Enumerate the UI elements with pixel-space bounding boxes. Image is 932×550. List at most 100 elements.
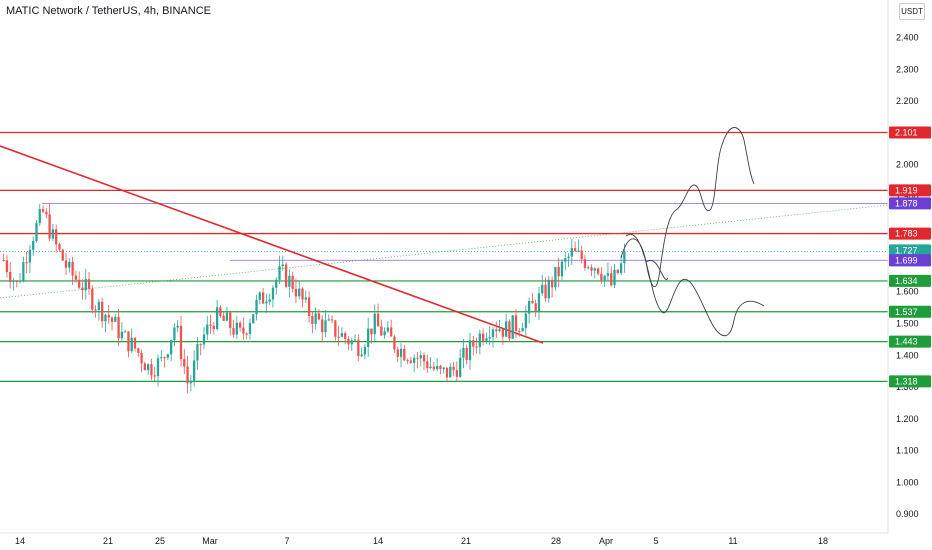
candle-body: [498, 329, 501, 332]
candle-body: [353, 339, 357, 341]
candle-body: [114, 317, 117, 322]
candle-body: [248, 323, 252, 334]
time-tick-label: 14: [15, 536, 25, 546]
price-tick-label: 1.400: [896, 350, 919, 360]
candle-body: [219, 307, 222, 316]
time-tick-label: 28: [551, 536, 561, 546]
candle-body: [373, 313, 376, 335]
candle-body: [518, 330, 521, 332]
candle-body: [550, 279, 554, 288]
candle-body: [18, 280, 22, 282]
candle-body: [413, 357, 416, 363]
projection-sketch: [620, 127, 765, 337]
candle-body: [527, 300, 531, 314]
candle-body: [317, 313, 321, 320]
candle-body: [360, 354, 363, 356]
candle-body: [337, 336, 340, 338]
candle-body: [153, 375, 156, 377]
candle-body: [541, 284, 544, 294]
candle-body: [357, 339, 360, 356]
time-tick-label: Mar: [202, 536, 218, 546]
candle-body: [150, 364, 153, 376]
candle-body: [462, 347, 465, 358]
candle-body: [32, 240, 35, 250]
price-tick-label: 1.600: [896, 287, 919, 297]
candle-body: [55, 229, 58, 245]
candle-body: [71, 261, 74, 276]
candle-body: [330, 319, 334, 321]
candle-body: [327, 319, 330, 321]
candle-body: [439, 365, 442, 370]
dotted-trend-line: [0, 204, 889, 299]
candle-body: [432, 366, 436, 370]
price-tag: [889, 305, 931, 318]
currency-button[interactable]: USDT: [899, 3, 925, 20]
price-tag-label: 2.101: [895, 128, 918, 138]
price-tag-label: 1.634: [895, 276, 918, 286]
candle-body: [160, 357, 163, 359]
candle-body: [140, 352, 143, 364]
time-tick-label: 21: [461, 536, 471, 546]
candle-body: [22, 262, 25, 281]
price-tag-label: 1.919: [895, 185, 918, 195]
candle-body: [28, 249, 32, 263]
time-tick-label: 7: [284, 536, 289, 546]
candle-body: [491, 329, 495, 338]
candle-body: [130, 337, 133, 352]
candle-body: [478, 333, 482, 348]
candle-body: [107, 314, 110, 318]
candle-body: [393, 336, 396, 350]
price-tick-label: 2.000: [896, 160, 919, 170]
candle-body: [252, 314, 255, 324]
candle-body: [419, 355, 422, 359]
price-tick-label: 0.900: [896, 509, 919, 519]
price-tag-label: 1.783: [895, 229, 918, 239]
price-tick-label: 1.000: [896, 477, 919, 487]
candle-body: [501, 329, 504, 337]
candle-body: [278, 266, 281, 280]
candle-body: [146, 364, 150, 371]
price-tick-label: 1.100: [896, 446, 919, 456]
candle-body: [311, 316, 314, 324]
time-tick-label: 14: [373, 536, 383, 546]
candle-body: [143, 363, 147, 371]
candle-body: [314, 313, 317, 324]
candle-body: [173, 327, 176, 340]
candle-body: [196, 344, 199, 361]
candle-body: [531, 300, 534, 304]
price-tag-label: 1.537: [895, 307, 918, 317]
candle-body: [166, 354, 170, 358]
candle-body: [64, 260, 68, 268]
candle-body: [58, 244, 61, 250]
candle-body: [81, 287, 84, 291]
candle-body: [616, 269, 619, 273]
candle-body: [206, 324, 209, 335]
price-tag: [889, 197, 931, 210]
candle-body: [593, 268, 596, 271]
candle-body: [521, 327, 524, 332]
candle-body: [347, 338, 350, 345]
candle-body: [547, 279, 550, 299]
candle-body: [104, 314, 107, 322]
candle-body: [534, 303, 537, 312]
candle-body: [583, 259, 587, 268]
candle-body: [485, 338, 488, 342]
price-tick-label: 1.200: [896, 414, 919, 424]
candle-body: [570, 248, 573, 257]
candle-body: [212, 325, 215, 330]
candle-body: [84, 279, 87, 291]
candle-body: [94, 309, 97, 311]
time-tick-label: 21: [103, 536, 113, 546]
candle-body: [186, 366, 189, 384]
candle-body: [488, 337, 491, 339]
price-tags: 2.1011.9191.8781.7831.72702:02:511.6991.…: [889, 126, 931, 388]
candle-body: [600, 273, 603, 281]
price-tag-label: 1.318: [895, 376, 918, 386]
candle-body: [567, 256, 570, 259]
candle-body: [304, 297, 307, 300]
candle-body: [429, 366, 432, 369]
candle-body: [386, 327, 390, 332]
candle-body: [403, 348, 406, 361]
candle-body: [334, 320, 337, 337]
